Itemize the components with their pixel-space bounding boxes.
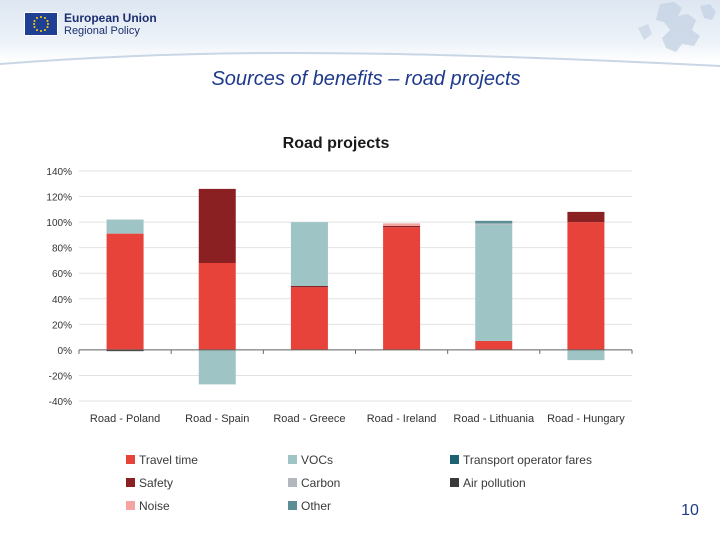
- legend-label-carbon: Carbon: [301, 476, 340, 490]
- bar-segment-safety: [290, 286, 328, 288]
- legend-swatch-travel-time: [126, 455, 135, 464]
- legend-swatch-air-pollution: [450, 478, 459, 487]
- bar-segment-safety: [198, 188, 236, 263]
- y-tick-label: 40%: [52, 295, 72, 306]
- header-band: [0, 0, 720, 62]
- bar-segment-travel-time: [106, 233, 144, 350]
- legend-swatch-carbon: [288, 478, 297, 487]
- x-tick-label: Road - Greece: [273, 413, 345, 425]
- x-tick-label: Road - Hungary: [547, 413, 625, 425]
- bar-segment-travel-time: [290, 287, 328, 350]
- eu-flag-logo: [24, 12, 58, 36]
- y-tick-label: 120%: [46, 193, 72, 204]
- bar-segment-vocs: [567, 349, 605, 361]
- y-tick-label: 60%: [52, 269, 72, 280]
- legend-label-transport-operator-fares: Transport operator fares: [463, 453, 592, 467]
- y-tick-label: 80%: [52, 244, 72, 255]
- legend-label-safety: Safety: [139, 476, 173, 490]
- bar-segment-vocs: [475, 224, 513, 341]
- bar-segment-travel-time: [475, 340, 513, 350]
- bar-segment-noise: [383, 223, 421, 226]
- brand-name: European Union: [64, 11, 157, 25]
- legend-swatch-transport-operator-fares: [450, 455, 459, 464]
- legend-swatch-other: [288, 501, 297, 510]
- bar-segment-vocs: [290, 222, 328, 286]
- bar-segment-air-pollution: [106, 349, 144, 352]
- x-tick-label: Road - Poland: [90, 413, 160, 425]
- chart-title: Road projects: [283, 135, 390, 152]
- bar-segment-vocs: [198, 349, 236, 385]
- bar-segment-vocs: [106, 219, 144, 234]
- y-tick-label: 140%: [46, 167, 72, 178]
- bar-segment-carbon: [475, 223, 513, 225]
- x-tick-label: Road - Lithuania: [453, 413, 535, 425]
- bar-segment-safety: [383, 225, 421, 228]
- legend-swatch-noise: [126, 501, 135, 510]
- header-wave: [0, 52, 720, 78]
- x-tick-label: Road - Spain: [185, 413, 249, 425]
- legend-label-other: Other: [301, 499, 331, 513]
- legend-label-noise: Noise: [139, 499, 170, 513]
- y-tick-label: -40%: [49, 397, 72, 408]
- y-tick-label: 20%: [52, 320, 72, 331]
- bar-segment-safety: [567, 211, 605, 223]
- legend-swatch-vocs: [288, 455, 297, 464]
- brand-subtitle: Regional Policy: [64, 25, 140, 37]
- bar-segment-other: [475, 220, 513, 224]
- road-projects-chart: Road projects 140% 120% 100% 80% 60% 40% 20% 0%…: [46, 135, 633, 513]
- bar-segment-travel-time: [567, 222, 605, 350]
- bar-segment-travel-time: [198, 263, 236, 350]
- y-tick-label: -20%: [49, 371, 72, 382]
- bar-segment-travel-time: [383, 227, 421, 350]
- chart-panel: Road projects 140% 120% 100% 80% 60% 40% 20% 0%…: [34, 118, 640, 525]
- legend-swatch-safety: [126, 478, 135, 487]
- slide-title: Sources of benefits – road projects: [211, 68, 521, 90]
- y-tick-label: 0%: [58, 346, 73, 357]
- europe-map-decoration: [638, 2, 716, 52]
- legend-label-vocs: VOCs: [301, 453, 333, 467]
- x-tick-label: Road - Ireland: [367, 413, 437, 425]
- legend-label-travel-time: Travel time: [139, 453, 198, 467]
- legend-label-air-pollution: Air pollution: [463, 476, 526, 490]
- y-tick-label: 100%: [46, 218, 72, 229]
- page-number: 10: [681, 502, 699, 519]
